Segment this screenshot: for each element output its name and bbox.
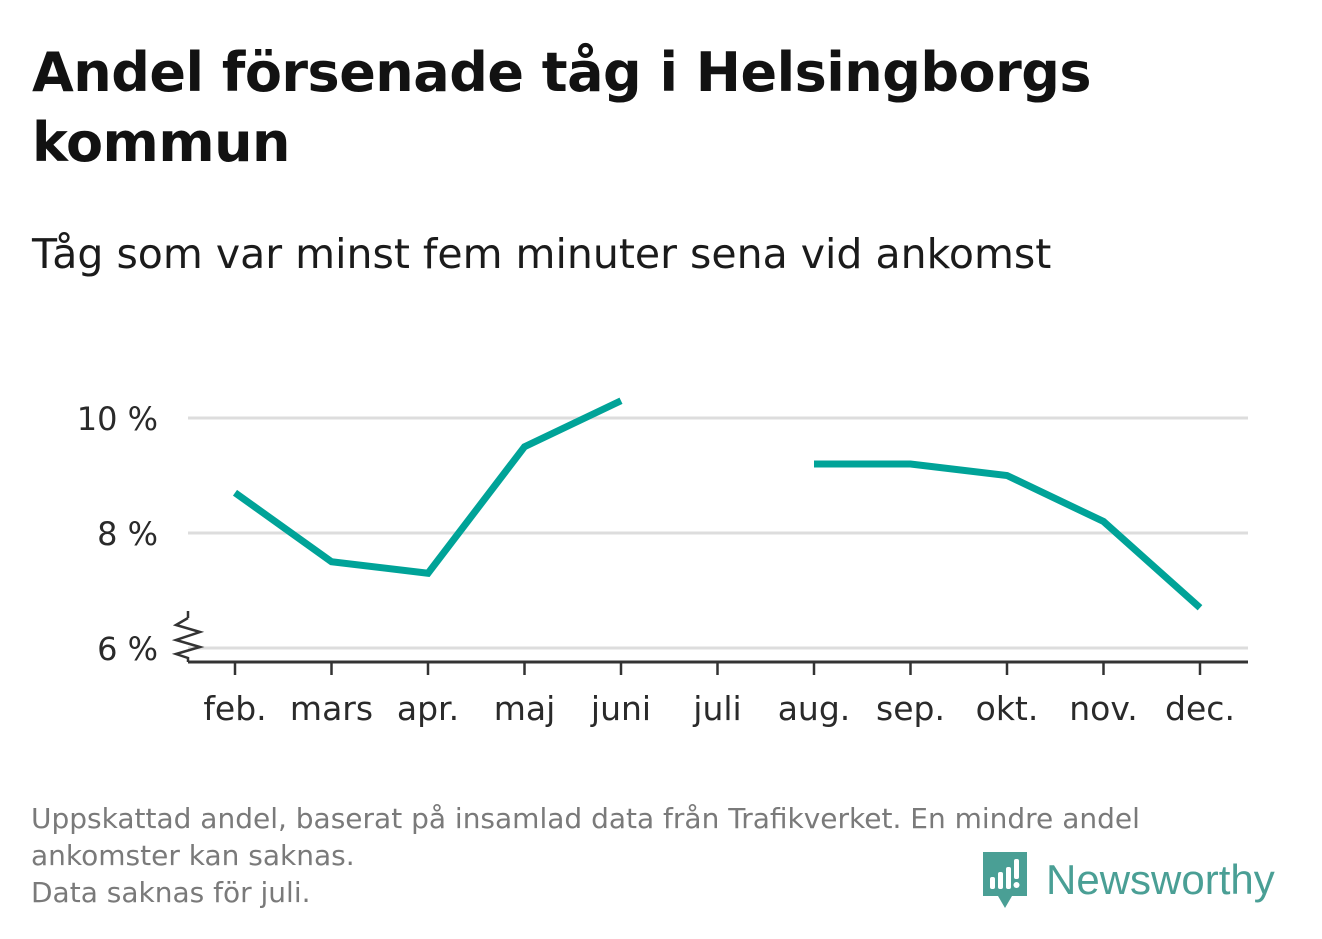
gridlines <box>188 416 1248 650</box>
x-tick-label: mars <box>290 689 373 728</box>
x-tick-label: feb. <box>203 689 266 728</box>
y-tick-label: 8 % <box>97 515 158 553</box>
x-tick-label: okt. <box>976 689 1039 728</box>
y-axis-labels: 6 % 8 % 10 % <box>77 400 158 668</box>
y-tick-label: 10 % <box>77 400 158 438</box>
newsworthy-logo-icon <box>983 852 1027 908</box>
data-series <box>232 397 1203 611</box>
newsworthy-logo: Newsworthy <box>980 850 1275 910</box>
chart-title: Andel försenade tåg i Helsingborgs kommu… <box>32 41 1092 174</box>
x-tick-label: nov. <box>1069 689 1138 728</box>
footnote-line-1: Uppskattad andel, baserat på insamlad da… <box>31 802 1140 835</box>
axis-break-icon <box>171 616 205 662</box>
chart-subtitle: Tåg som var minst fem minuter sena vid a… <box>32 230 1052 278</box>
footnote: Uppskattad andel, baserat på insamlad da… <box>31 800 1291 911</box>
series-line-segment <box>232 397 623 577</box>
x-tick-label: juli <box>692 689 741 728</box>
footnote-line-3: Data saknas för juli. <box>31 876 311 909</box>
footnote-line-2: ankomster kan saknas. <box>31 839 355 872</box>
y-tick-label: 6 % <box>97 630 158 668</box>
x-tick-label: juni <box>590 689 651 728</box>
x-tick-label: dec. <box>1165 689 1235 728</box>
x-tick-label: apr. <box>397 689 459 728</box>
x-tick-label: sep. <box>876 689 945 728</box>
logo-text: Newsworthy <box>1046 856 1275 903</box>
line-chart: 6 % 8 % 10 % feb. mars apr. maj juni juli aug. se… <box>77 397 1248 728</box>
x-axis-labels: feb. mars apr. maj juni juli aug. sep. okt. nov. d… <box>203 689 1235 728</box>
x-tick-label: maj <box>494 689 556 728</box>
x-tick-label: aug. <box>778 689 851 728</box>
x-axis <box>171 611 1248 675</box>
series-line-segment <box>814 460 1203 611</box>
